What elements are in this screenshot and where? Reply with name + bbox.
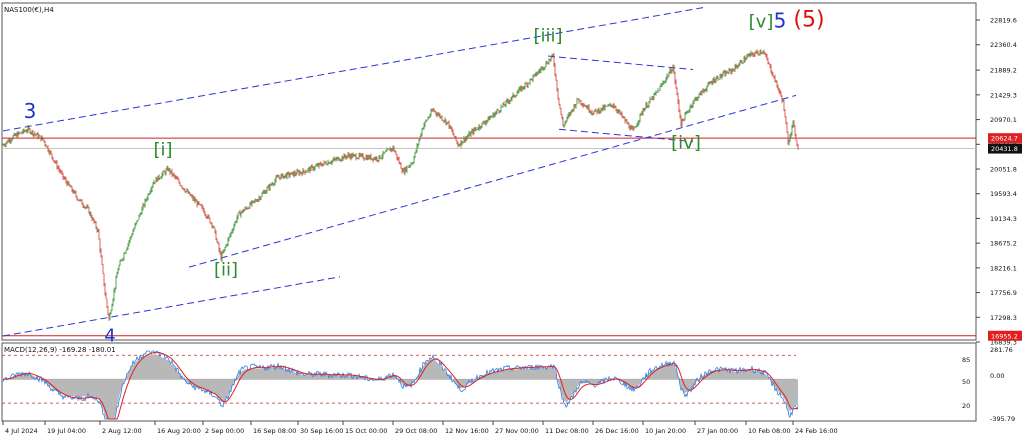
signal-line — [2, 351, 799, 420]
macd-inner-tick-label: 50 — [962, 378, 970, 386]
time-tick-label: 24 Feb 16:00 — [795, 427, 838, 435]
time-tick-label: 2 Aug 12:00 — [102, 427, 142, 435]
price-tick-label: 21429.3 — [990, 91, 1017, 99]
price-tag-label: 16955.2 — [991, 332, 1018, 340]
price-tick-label: 22360.4 — [990, 41, 1017, 49]
channel-lines — [2, 7, 797, 337]
time-tick-label: 19 Jul 04:00 — [47, 427, 86, 435]
price-tick-label: 19593.4 — [990, 190, 1017, 198]
price-tag-label: 20431.8 — [991, 145, 1018, 153]
channel-line[interactable] — [547, 55, 694, 71]
wave-label: [ii] — [214, 260, 238, 281]
time-tick-label: 10 Feb 08:00 — [748, 427, 791, 435]
macd-tick-label: -395.79 — [990, 415, 1015, 423]
wave-label: [i] — [153, 140, 172, 161]
time-axis: 4 Jul 2024 19 Jul 04:00 2 Aug 12:00 16 Aug … — [2, 421, 838, 435]
price-tick-label: 17298.3 — [990, 314, 1017, 322]
wave-label: (5) — [793, 7, 824, 32]
wave-label: 4 — [104, 325, 115, 346]
time-tick-label: 27 Jan 00:00 — [697, 427, 738, 435]
channel-line[interactable] — [558, 128, 694, 143]
wave-label: [iv] — [671, 133, 701, 154]
price-tick-label: 19134.3 — [990, 215, 1017, 223]
wave-label: [v] — [749, 12, 774, 33]
time-tick-label: 16 Aug 20:00 — [157, 427, 201, 435]
main-panel-frame — [1, 2, 977, 341]
time-tick-label: 26 Dec 16:00 — [595, 427, 639, 435]
channel-line[interactable] — [188, 94, 797, 268]
macd-label: MACD(12,26,9) -169.28 -180.01 — [4, 346, 116, 354]
wave-label: [iii] — [533, 26, 562, 47]
price-tag-label: 20624.7 — [991, 135, 1018, 143]
time-tick-label: 11 Dec 08:00 — [545, 427, 589, 435]
wave-label: 5 — [774, 9, 787, 33]
macd-tick-label: 0.00 — [990, 372, 1004, 380]
time-tick-label: 29 Oct 08:00 — [395, 427, 437, 435]
price-tag-box — [988, 133, 1022, 144]
time-tick-label: 2 Sep 00:00 — [205, 427, 244, 435]
channel-line[interactable] — [2, 7, 704, 132]
time-tick-label: 4 Jul 2024 — [5, 427, 38, 435]
macd-line — [2, 350, 799, 420]
price-tick-label: 22819.6 — [990, 17, 1017, 25]
price-tick-label: 17756.9 — [990, 289, 1017, 297]
horizontal-lines — [2, 137, 976, 337]
macd-inner-tick-label: 85 — [962, 356, 970, 364]
macd-axis: 281.76 0.00 -395.79 — [990, 346, 1015, 423]
price-tick-label: 20970.1 — [990, 116, 1017, 124]
macd-panel: 85 50 20 MACD(12,26,9) -169.28 -180.01 — [1, 342, 977, 422]
price-tick-label: 20051.8 — [990, 166, 1017, 174]
time-tick-label: 27 Nov 00:00 — [495, 427, 539, 435]
wave-label: 3 — [24, 99, 37, 123]
price-tag-box — [988, 330, 1022, 341]
macd-panel-frame — [1, 342, 977, 422]
channel-line[interactable] — [2, 276, 341, 337]
price-tick-label: 21889.2 — [990, 67, 1017, 75]
time-tick-label: 10 Jan 20:00 — [645, 427, 686, 435]
wave-labels: 3 4 [i] [ii] [iii] [iv] [v] 5 (5) — [24, 7, 825, 346]
candles — [2, 49, 799, 321]
main-panel: 3 4 [i] [ii] [iii] [iv] [v] 5 (5) — [1, 2, 977, 346]
time-tick-label: 30 Sep 16:00 — [300, 427, 343, 435]
price-axis: 22819.622360.421889.221429.320970.120511… — [976, 17, 1017, 347]
price-tag-box — [988, 143, 1022, 154]
macd-inner-ticks: 85 50 20 — [962, 356, 970, 410]
macd-tick-label: 281.76 — [990, 346, 1013, 354]
price-tick-label: 18675.2 — [990, 240, 1017, 248]
price-tick-label: 16839.3 — [990, 339, 1017, 347]
price-tags: 20624.7 20431.8 16955.2 — [988, 133, 1022, 341]
time-tick-label: 16 Sep 08:00 — [253, 427, 296, 435]
symbol-label: NAS100(€),H4 — [4, 6, 54, 14]
time-tick-label: 12 Nov 16:00 — [445, 427, 489, 435]
macd-inner-tick-label: 20 — [962, 402, 970, 410]
price-tick-label: 18216.1 — [990, 264, 1017, 272]
time-tick-label: 15 Oct 00:00 — [345, 427, 387, 435]
